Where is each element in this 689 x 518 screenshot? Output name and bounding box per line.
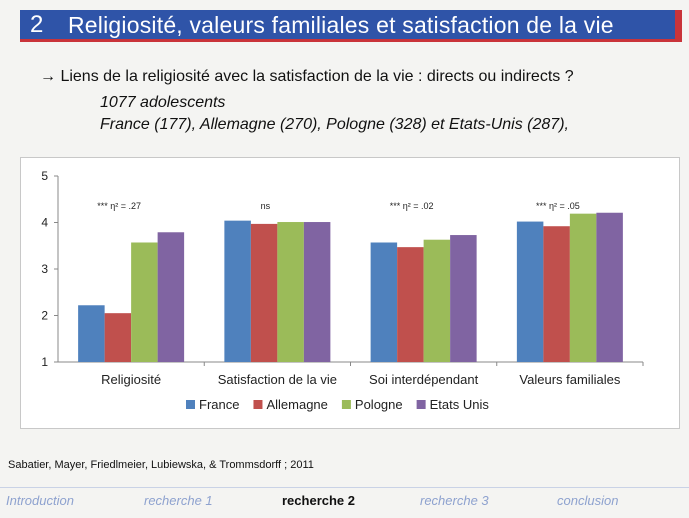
nav-item-conclusion[interactable]: conclusion xyxy=(557,493,619,508)
legend-label: Etats Unis xyxy=(430,397,490,412)
nav-item-recherche-3[interactable]: recherche 3 xyxy=(420,493,489,508)
slide-title: Religiosité, valeurs familiales et satis… xyxy=(68,12,614,38)
x-category-label: Religiosité xyxy=(101,372,161,387)
bar-allemagne xyxy=(397,247,424,362)
legend-swatch xyxy=(253,400,263,409)
bar-allemagne xyxy=(104,313,132,362)
y-tick-label: 3 xyxy=(41,262,48,276)
nav-item-recherche-1[interactable]: recherche 1 xyxy=(144,493,213,508)
reference-citation: Sabatier, Mayer, Friedlmeier, Lubiewska,… xyxy=(8,459,314,471)
nav-item-introduction[interactable]: Introduction xyxy=(6,493,74,508)
x-category-label: Soi interdépendant xyxy=(369,372,479,387)
title-bar: 2 Religiosité, valeurs familiales et sat… xyxy=(20,10,682,42)
slide-number: 2 xyxy=(30,11,44,38)
bar-allemagne xyxy=(543,226,570,362)
bar-pologne xyxy=(131,242,158,362)
legend-label: Allemagne xyxy=(266,397,327,412)
bar-etats-unis xyxy=(596,212,623,362)
bar-france xyxy=(370,242,398,362)
bar-allemagne xyxy=(250,223,278,362)
y-tick-label: 1 xyxy=(41,355,48,369)
bar-france xyxy=(78,305,105,362)
bar-pologne xyxy=(277,222,304,362)
bar-france xyxy=(516,221,544,362)
y-tick-label: 4 xyxy=(41,216,48,230)
bar-pologne xyxy=(423,239,451,362)
legend-label: France xyxy=(199,397,239,412)
legend-swatch xyxy=(341,400,351,409)
significance-annotation: *** η² = .05 xyxy=(536,201,580,211)
bar-chart: 1 2 3 4 5 Religiosité *** η² = .27 Satisfaction… xyxy=(20,157,680,429)
significance-annotation: ns xyxy=(261,201,271,211)
nav-item-recherche-2[interactable]: recherche 2 xyxy=(282,493,355,508)
significance-annotation: *** η² = .27 xyxy=(97,201,141,211)
arrow-right-icon: → xyxy=(40,68,56,85)
bar-chart-svg: 1 2 3 4 5 Religiosité *** η² = .27 Satisfaction… xyxy=(41,169,644,412)
bar-etats-unis xyxy=(157,232,185,362)
country-samples: France (177), Allemagne (270), Pologne (… xyxy=(100,116,569,133)
legend-swatch xyxy=(416,400,426,409)
sample-size: 1077 adolescents xyxy=(100,94,226,111)
x-category-label: Valeurs familiales xyxy=(519,372,620,387)
y-tick-label: 2 xyxy=(41,309,48,323)
legend-label: Pologne xyxy=(355,397,403,412)
x-category-label: Satisfaction de la vie xyxy=(218,372,337,387)
bar-pologne xyxy=(569,213,597,362)
research-question: → Liens de la religiosité avec la satisf… xyxy=(40,68,574,86)
section-nav: Introduction recherche 1 recherche 2 rec… xyxy=(0,487,689,518)
bar-france xyxy=(224,220,251,362)
research-question-text: Liens de la religiosité avec la satisfac… xyxy=(60,68,574,85)
bar-etats-unis xyxy=(450,235,477,362)
title-accent xyxy=(675,10,682,42)
significance-annotation: *** η² = .02 xyxy=(390,201,434,211)
bar-etats-unis xyxy=(303,222,331,362)
legend-swatch xyxy=(186,400,195,409)
y-tick-label: 5 xyxy=(41,169,48,183)
